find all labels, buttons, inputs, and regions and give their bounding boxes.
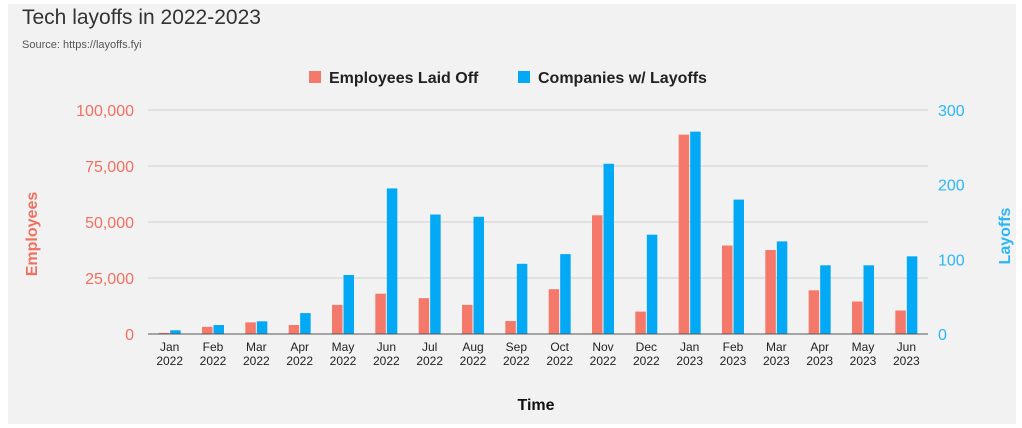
x-axis-title: Time [517,397,554,414]
bar-employees-laid-off [332,304,343,334]
bar-employees-laid-off [808,290,820,334]
legend-label-companies: Companies w/ Layoffs [538,70,707,87]
x-tick-label-year: 2023 [720,354,747,368]
x-tick-label-year: 2022 [286,354,313,368]
bar-companies-with-layoffs [863,265,874,334]
x-tick-label-month: Jun [897,340,916,354]
x-tick-label-year: 2022 [546,354,573,368]
bar-companies-with-layoffs [733,199,744,334]
bar-employees-laid-off [418,298,430,334]
x-tick-label-month: Aug [462,340,483,354]
x-tick-label-month: Feb [203,340,224,354]
x-tick-label-month: Apr [290,340,309,354]
bar-employees-laid-off [765,250,776,334]
y-tick-label: 50,000 [85,215,134,232]
x-tick-label-month: Sep [506,340,528,354]
x-tick-label-year: 2022 [416,354,443,368]
legend-swatch-companies [518,71,530,83]
bar-employees-laid-off [462,304,473,334]
x-tick-label-year: 2022 [633,354,660,368]
x-tick-label-year: 2022 [156,354,183,368]
bar-companies-with-layoffs [343,275,354,334]
bar-employees-laid-off [592,215,603,334]
chart-subtitle: Source: https://layoffs.fyi [22,39,142,51]
x-tick-label-month: May [332,340,355,354]
bar-companies-with-layoffs [560,254,571,334]
bar-employees-laid-off [852,301,863,334]
x-tick-label-year: 2022 [373,354,400,368]
bar-companies-with-layoffs [213,325,224,334]
legend-swatch-employees [309,71,321,83]
bar-employees-laid-off [288,325,300,334]
bar-employees-laid-off [548,289,560,334]
x-tick-label-year: 2022 [330,354,357,368]
x-tick-label-year: 2023 [806,354,833,368]
bar-companies-with-layoffs [820,265,831,334]
bar-companies-with-layoffs [646,234,658,334]
y2-axis-title: Layoffs [997,207,1014,264]
bar-companies-with-layoffs [170,330,181,334]
bar-employees-laid-off [202,326,213,334]
bar-employees-laid-off [678,134,690,334]
x-tick-label-month: Apr [810,340,829,354]
x-tick-label-month: Jan [160,340,179,354]
x-tick-label-month: Feb [723,340,744,354]
x-tick-label-year: 2022 [243,354,270,368]
bar-employees-laid-off [635,311,646,334]
y-tick-label: 0 [125,327,134,344]
y2-tick-label: 300 [938,103,965,120]
y2-tick-label: 200 [938,178,965,195]
bar-companies-with-layoffs [516,263,528,334]
bar-companies-with-layoffs [430,214,441,334]
x-tick-label-month: May [852,340,875,354]
x-tick-label-month: Mar [766,340,787,354]
bar-companies-with-layoffs [386,188,398,334]
bar-companies-with-layoffs [256,321,268,334]
x-tick-label-year: 2022 [503,354,530,368]
x-tick-label-month: Dec [636,340,657,354]
y2-tick-label: 0 [938,327,947,344]
x-tick-label-year: 2023 [850,354,877,368]
x-tick-label-year: 2022 [200,354,227,368]
bar-employees-laid-off [245,322,256,334]
y-axis-title: Employees [24,192,41,277]
bar-companies-with-layoffs [473,216,484,334]
bar-employees-laid-off [505,321,516,334]
x-tick-label-month: Jan [680,340,699,354]
bar-employees-laid-off [375,293,386,334]
chart-frame [8,4,1016,424]
x-tick-label-year: 2022 [460,354,487,368]
x-tick-label-month: Jul [422,340,437,354]
x-tick-label-month: Jun [377,340,396,354]
y-tick-label: 75,000 [85,159,134,176]
y-tick-label: 25,000 [85,271,134,288]
bar-companies-with-layoffs [690,131,701,334]
x-tick-label-month: Oct [550,340,569,354]
chart-title: Tech layoffs in 2022-2023 [22,6,261,29]
bar-companies-with-layoffs [906,256,918,334]
bar-companies-with-layoffs [300,313,311,334]
bar-companies-with-layoffs [776,241,788,334]
y2-tick-label: 100 [938,252,965,269]
x-tick-label-year: 2022 [590,354,617,368]
bar-employees-laid-off [722,245,733,334]
y-tick-label: 100,000 [76,103,134,120]
x-tick-label-month: Mar [246,340,267,354]
x-tick-label-year: 2023 [676,354,703,368]
bar-employees-laid-off [895,310,906,334]
x-tick-label-month: Nov [592,340,613,354]
bar-companies-with-layoffs [603,163,614,334]
bar-employees-laid-off [158,332,170,334]
x-tick-label-year: 2023 [763,354,790,368]
legend-label-employees: Employees Laid Off [329,70,479,87]
x-tick-label-year: 2023 [893,354,920,368]
